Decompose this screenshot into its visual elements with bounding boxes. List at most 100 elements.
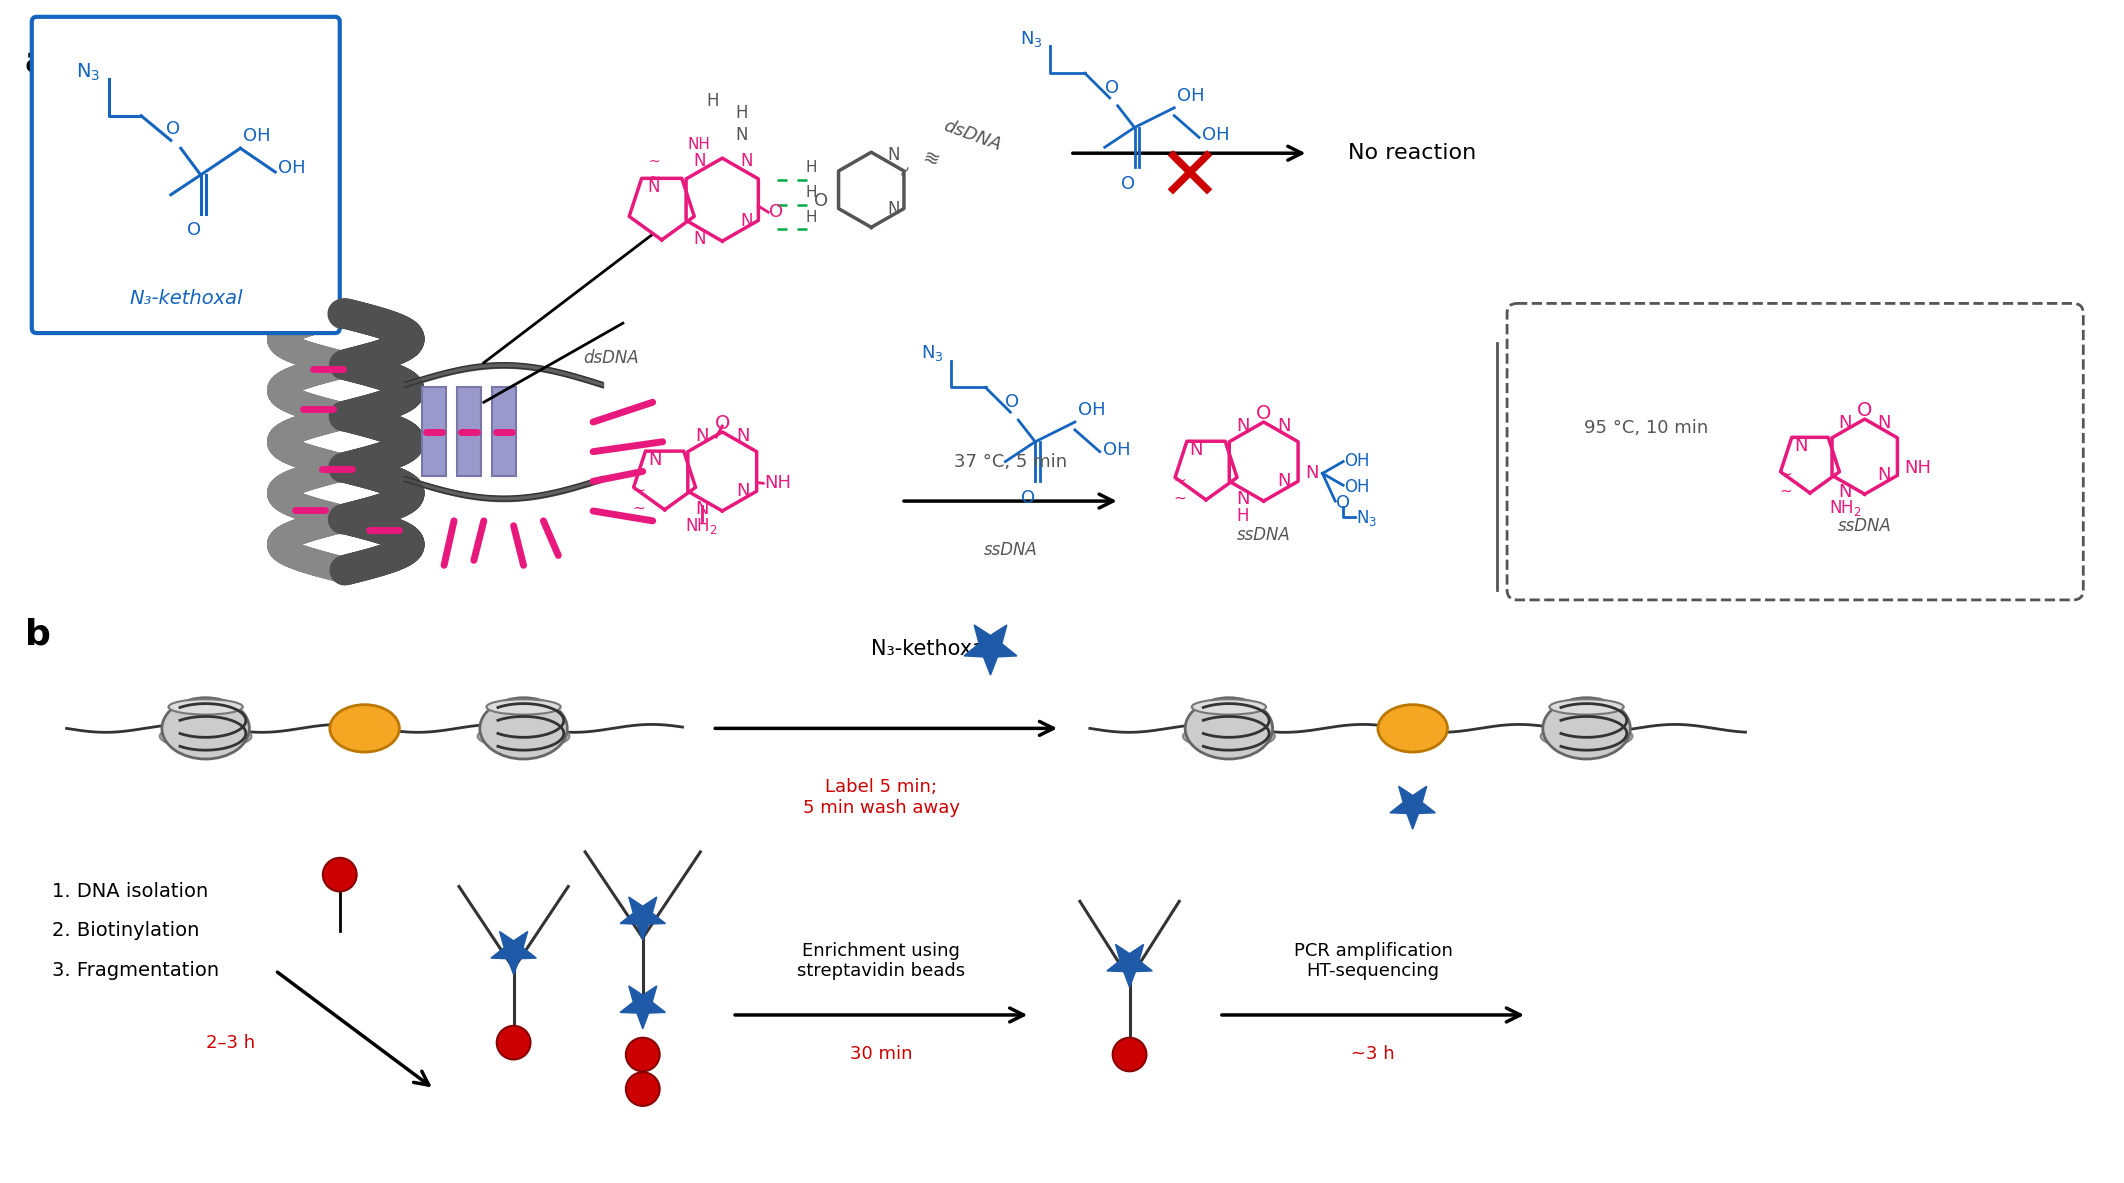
Polygon shape bbox=[491, 931, 535, 975]
Circle shape bbox=[497, 1026, 531, 1060]
Ellipse shape bbox=[1183, 724, 1274, 749]
Text: N: N bbox=[737, 427, 750, 445]
Text: O: O bbox=[1022, 490, 1034, 508]
Text: N: N bbox=[1839, 414, 1852, 432]
Polygon shape bbox=[1107, 944, 1151, 988]
Text: NH$_2$: NH$_2$ bbox=[686, 516, 718, 536]
Text: NH: NH bbox=[1905, 459, 1931, 477]
Text: a: a bbox=[25, 45, 49, 78]
Ellipse shape bbox=[159, 724, 251, 749]
Text: N: N bbox=[1189, 441, 1202, 459]
Text: H: H bbox=[705, 92, 718, 110]
Text: N: N bbox=[695, 427, 707, 445]
Text: OH: OH bbox=[278, 159, 306, 177]
Text: O: O bbox=[1856, 401, 1873, 420]
Text: 3. Fragmentation: 3. Fragmentation bbox=[51, 961, 219, 980]
Text: 37 °C, 5 min: 37 °C, 5 min bbox=[954, 453, 1066, 472]
Ellipse shape bbox=[480, 698, 567, 759]
Text: H: H bbox=[735, 104, 748, 122]
Ellipse shape bbox=[1185, 698, 1272, 759]
Text: 95 °C, 10 min: 95 °C, 10 min bbox=[1585, 419, 1708, 437]
Text: OH: OH bbox=[1177, 86, 1204, 105]
Text: OH: OH bbox=[1344, 478, 1370, 496]
Text: O: O bbox=[1121, 175, 1134, 193]
Text: N: N bbox=[1795, 437, 1808, 455]
Text: N: N bbox=[1236, 416, 1249, 435]
Text: N: N bbox=[739, 212, 752, 231]
Text: ~
~: ~ ~ bbox=[1175, 473, 1187, 505]
Text: 2. Biotinylation: 2. Biotinylation bbox=[51, 922, 200, 940]
Text: O: O bbox=[714, 414, 731, 433]
Text: ~3 h: ~3 h bbox=[1351, 1045, 1395, 1062]
Text: O: O bbox=[1005, 393, 1020, 412]
FancyBboxPatch shape bbox=[32, 17, 340, 334]
Ellipse shape bbox=[1542, 698, 1631, 759]
Text: ssDNA: ssDNA bbox=[983, 541, 1037, 558]
Ellipse shape bbox=[486, 699, 561, 715]
Text: ~
~: ~ ~ bbox=[648, 155, 661, 185]
Text: N: N bbox=[888, 200, 898, 219]
Text: H: H bbox=[805, 160, 818, 175]
Circle shape bbox=[323, 858, 357, 892]
Text: NH: NH bbox=[688, 137, 712, 153]
Text: O: O bbox=[1255, 403, 1272, 422]
Text: ~
~: ~ ~ bbox=[633, 483, 646, 516]
Ellipse shape bbox=[1192, 699, 1266, 715]
Polygon shape bbox=[964, 625, 1017, 675]
Text: 1. DNA isolation: 1. DNA isolation bbox=[51, 883, 208, 901]
Text: N$_3$: N$_3$ bbox=[1020, 28, 1043, 49]
Text: 2–3 h: 2–3 h bbox=[206, 1034, 255, 1052]
Text: ✕: ✕ bbox=[1158, 143, 1221, 216]
Text: N: N bbox=[888, 146, 898, 164]
Text: N: N bbox=[737, 483, 750, 500]
Text: N: N bbox=[692, 153, 705, 170]
Text: b: b bbox=[25, 618, 51, 652]
Text: ssDNA: ssDNA bbox=[1236, 525, 1291, 543]
Polygon shape bbox=[620, 897, 665, 939]
Text: H: H bbox=[805, 209, 818, 225]
Text: N: N bbox=[648, 179, 661, 196]
Text: N$_3$: N$_3$ bbox=[922, 343, 943, 363]
Text: Label 5 min;
5 min wash away: Label 5 min; 5 min wash away bbox=[803, 777, 960, 816]
Text: O: O bbox=[187, 221, 202, 239]
Bar bbox=[423, 387, 446, 477]
Text: ≋: ≋ bbox=[920, 148, 941, 172]
Circle shape bbox=[1113, 1037, 1147, 1072]
Text: N: N bbox=[1878, 466, 1890, 484]
Text: N: N bbox=[648, 452, 661, 470]
Text: O: O bbox=[769, 203, 784, 221]
Text: NH: NH bbox=[765, 474, 790, 492]
Text: N₃-kethoxal: N₃-kethoxal bbox=[130, 289, 242, 308]
Text: N: N bbox=[739, 153, 752, 170]
Text: NH$_2$: NH$_2$ bbox=[1829, 498, 1861, 518]
Circle shape bbox=[627, 1072, 661, 1106]
Text: dsDNA: dsDNA bbox=[584, 349, 639, 367]
Bar bbox=[493, 387, 516, 477]
Text: N$_3$: N$_3$ bbox=[1355, 508, 1376, 528]
Text: H: H bbox=[1236, 508, 1249, 525]
Text: OH: OH bbox=[1077, 401, 1104, 419]
Text: N: N bbox=[1279, 472, 1291, 490]
Text: O: O bbox=[1104, 79, 1119, 97]
Text: No reaction: No reaction bbox=[1349, 143, 1476, 163]
Text: ~: ~ bbox=[894, 160, 918, 182]
Text: O: O bbox=[1336, 494, 1351, 512]
Text: N₃-kethoxal: N₃-kethoxal bbox=[871, 639, 990, 659]
Ellipse shape bbox=[161, 698, 249, 759]
Text: N: N bbox=[735, 127, 748, 144]
Text: 30 min: 30 min bbox=[850, 1045, 913, 1062]
Text: N: N bbox=[1236, 490, 1249, 508]
Text: N: N bbox=[692, 230, 705, 248]
Text: O: O bbox=[166, 119, 181, 137]
Text: OH: OH bbox=[1202, 127, 1230, 144]
Ellipse shape bbox=[329, 705, 399, 752]
Text: N$_3$: N$_3$ bbox=[76, 62, 100, 83]
Ellipse shape bbox=[168, 699, 242, 715]
Text: N: N bbox=[1279, 416, 1291, 435]
Text: PCR amplification
HT-sequencing: PCR amplification HT-sequencing bbox=[1294, 942, 1453, 981]
Ellipse shape bbox=[1540, 724, 1633, 749]
Ellipse shape bbox=[478, 724, 569, 749]
Text: Enrichment using
streptavidin beads: Enrichment using streptavidin beads bbox=[796, 942, 964, 981]
Polygon shape bbox=[620, 985, 665, 1029]
Bar bbox=[457, 387, 480, 477]
